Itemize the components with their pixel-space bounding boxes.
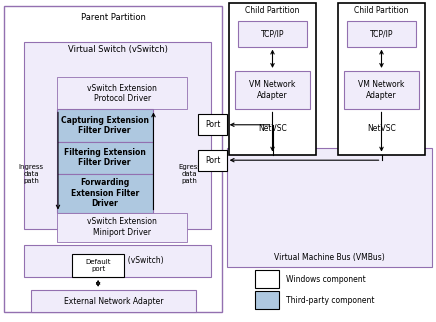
Bar [57,77,187,109]
Bar [238,21,307,47]
Bar [24,245,211,277]
Text: NetVSC: NetVSC [367,124,396,133]
Text: Filtering Extension
Filter Driver: Filtering Extension Filter Driver [64,148,146,167]
Text: vSwitch Extension
Protocol Driver: vSwitch Extension Protocol Driver [87,84,157,103]
Text: Windows component: Windows component [286,275,365,284]
Text: Forwarding
Extension Filter
Driver: Forwarding Extension Filter Driver [71,178,139,208]
Bar [72,254,124,277]
Text: Port: Port [205,156,220,165]
Text: vSwitch Extension
Miniport Driver: vSwitch Extension Miniport Driver [87,217,157,237]
Text: TCP/IP: TCP/IP [370,29,393,38]
Bar [344,71,419,109]
Text: Egress
data
path: Egress data path [178,164,201,184]
Bar [198,114,227,135]
Bar [255,291,279,309]
Text: Virtual Switch (vSwitch): Virtual Switch (vSwitch) [68,45,168,54]
Bar [229,3,316,155]
Text: Virtual Machine Bus (VMBus): Virtual Machine Bus (VMBus) [274,253,385,262]
Bar [57,213,187,242]
Bar [227,148,432,267]
Text: VM Network
Adapter: VM Network Adapter [358,80,405,100]
Bar [24,42,211,229]
Bar [347,21,416,47]
Bar [57,142,153,174]
Bar [198,150,227,171]
Bar [57,174,153,213]
Bar [31,290,196,312]
Text: Default
port: Default port [85,259,111,272]
Text: Child Partition: Child Partition [245,6,300,15]
Bar [255,270,279,288]
Text: External Network Adapter: External Network Adapter [64,297,163,306]
Text: Child Partition: Child Partition [354,6,409,15]
Bar [235,71,310,109]
Text: Third-party component: Third-party component [286,296,374,305]
Bar [57,109,153,142]
Text: Ingress
data
path: Ingress data path [19,164,44,184]
Bar [4,6,222,312]
Text: Virtual Switch (vSwitch): Virtual Switch (vSwitch) [72,256,164,265]
Text: NetVSC: NetVSC [258,124,287,133]
Text: TCP/IP: TCP/IP [261,29,284,38]
Text: Capturing Extension
Filter Driver: Capturing Extension Filter Driver [61,116,149,135]
Text: Port: Port [205,120,220,129]
Text: Parent Partition: Parent Partition [81,13,146,22]
Bar [338,3,425,155]
Text: VM Network
Adapter: VM Network Adapter [249,80,296,100]
